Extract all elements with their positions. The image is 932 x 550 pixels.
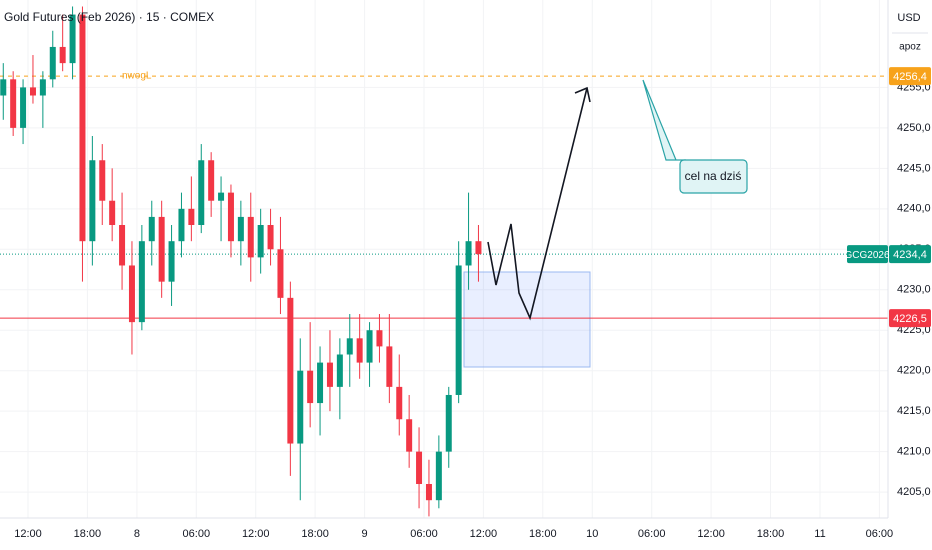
x-tick-label: 12:00	[470, 528, 498, 540]
candle-body	[188, 208, 195, 226]
x-tick-label: 12:00	[242, 528, 270, 540]
callout-text: cel na dziś	[685, 169, 742, 183]
candle-body	[49, 46, 56, 80]
y-tick-label: 4245,0	[897, 162, 931, 174]
candle-body	[79, 14, 86, 242]
y-tick-label: 4240,0	[897, 203, 931, 215]
candle-body	[356, 338, 363, 363]
scale-mode-label: apoz	[899, 42, 921, 53]
candle-body	[198, 160, 205, 226]
y-tick-label: 4230,0	[897, 284, 931, 296]
price-label-box	[889, 67, 931, 86]
candle-body	[119, 225, 126, 266]
candle-body	[326, 362, 333, 387]
x-tick-label: 06:00	[183, 528, 211, 540]
candle-body	[39, 79, 46, 96]
x-tick-label: 18:00	[74, 528, 102, 540]
candle-body	[218, 192, 225, 201]
candle-body	[0, 79, 7, 96]
x-tick-label: 06:00	[410, 528, 438, 540]
candle-body	[138, 241, 145, 323]
candle-body	[29, 87, 36, 96]
candle-body	[178, 208, 185, 242]
x-tick-label: 9	[362, 528, 368, 540]
candle-body	[247, 216, 254, 258]
projection-path	[487, 87, 588, 321]
x-tick-label: 10	[586, 528, 598, 540]
x-tick-label: 12:00	[697, 528, 725, 540]
y-tick-label: 4215,0	[897, 405, 931, 417]
candle-body	[475, 241, 482, 255]
candle-body	[20, 87, 27, 128]
price-label-box	[889, 245, 931, 264]
x-tick-label: 06:00	[866, 528, 894, 540]
candle-body	[99, 160, 106, 201]
candle-body	[396, 386, 403, 420]
candle-body	[59, 46, 66, 64]
x-tick-label: 18:00	[529, 528, 557, 540]
x-tick-label: 8	[134, 528, 140, 540]
price-label-box	[889, 309, 931, 328]
candle-body	[307, 370, 314, 404]
candle-body	[386, 346, 393, 387]
axis-layer: 4205,04210,04215,04220,04225,04230,04235…	[14, 81, 930, 540]
candle-body	[89, 160, 96, 242]
candle-body	[267, 225, 274, 250]
candle-body	[208, 160, 215, 201]
candle-body	[287, 297, 294, 444]
candle-body	[465, 241, 472, 266]
price-label: 4234,4	[893, 249, 927, 261]
candle-body	[297, 370, 304, 444]
candle-body	[416, 451, 423, 485]
price-labels-layer: 4256,4 nwogL 4234,4 GCG2026 4226,5	[122, 67, 931, 328]
zone-rectangle	[463, 271, 591, 368]
candle-body	[227, 192, 234, 242]
x-tick-label: 11	[814, 528, 825, 540]
grid-layer	[0, 0, 888, 518]
candle-body	[455, 265, 462, 395]
candle-body	[148, 216, 155, 242]
price-label: 4256,4	[893, 71, 927, 83]
candle-body	[237, 216, 244, 242]
chart-title: Gold Futures (Feb 2026) · 15 · COMEX	[4, 10, 214, 24]
price-line-text: nwogL	[122, 71, 152, 82]
x-tick-label: 06:00	[638, 528, 666, 540]
candle-body	[158, 216, 165, 282]
symbol-label-box	[847, 245, 888, 264]
candle-body	[366, 330, 373, 363]
y-tick-label: 4220,0	[897, 365, 931, 377]
arrow-head	[574, 86, 591, 103]
candle-body	[317, 362, 324, 404]
candle-body	[277, 249, 284, 298]
y-tick-label: 4205,0	[897, 486, 931, 498]
y-tick-label: 4210,0	[897, 446, 931, 458]
candle-body	[376, 330, 383, 347]
currency-label: USD	[897, 12, 920, 24]
candle-body	[69, 14, 76, 64]
callout-box	[679, 159, 748, 194]
callout-pointer	[642, 79, 686, 161]
price-label: 4226,5	[893, 313, 927, 325]
symbol-label: GCG2026	[844, 250, 889, 261]
candles-layer	[0, 6, 482, 517]
candle-body	[406, 419, 413, 452]
candle-body	[336, 354, 343, 387]
candle-body	[435, 451, 442, 501]
candle-body	[10, 79, 17, 128]
candle-body	[425, 484, 432, 501]
candle-body	[168, 241, 175, 282]
x-tick-label: 12:00	[14, 528, 42, 540]
y-tick-label: 4250,0	[897, 122, 931, 134]
candle-body	[109, 200, 116, 226]
y-tick-label: 4225,0	[897, 324, 931, 336]
x-tick-label: 18:00	[301, 528, 329, 540]
candle-body	[128, 265, 135, 323]
price-lines-layer	[0, 75, 888, 319]
candle-body	[445, 394, 452, 452]
candle-body	[257, 225, 264, 258]
candle-body	[346, 338, 353, 355]
x-tick-label: 18:00	[757, 528, 785, 540]
